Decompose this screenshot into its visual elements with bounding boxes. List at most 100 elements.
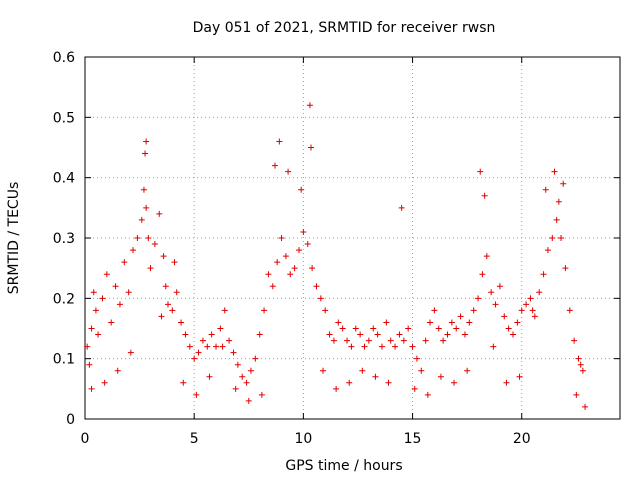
data-point <box>156 210 163 217</box>
data-point <box>92 307 99 314</box>
data-point <box>287 271 294 278</box>
data-point <box>243 379 250 386</box>
data-point <box>230 349 237 356</box>
data-point <box>483 253 490 260</box>
data-point <box>451 379 458 386</box>
data-point <box>160 253 167 260</box>
y-tick-label: 0.3 <box>53 231 75 247</box>
data-point <box>127 349 134 356</box>
data-point <box>195 349 202 356</box>
data-point <box>481 192 488 199</box>
data-point <box>431 307 438 314</box>
data-point <box>308 144 315 151</box>
data-point <box>560 180 567 187</box>
data-point <box>346 379 353 386</box>
data-point <box>457 313 464 320</box>
data-point <box>361 343 368 350</box>
data-point <box>488 289 495 296</box>
data-point <box>348 343 355 350</box>
data-point <box>101 379 108 386</box>
data-point <box>558 235 565 241</box>
data-point <box>313 283 320 290</box>
y-tick-label: 0.5 <box>53 110 75 126</box>
data-point <box>365 337 372 344</box>
data-point <box>239 373 246 380</box>
data-point <box>245 397 252 404</box>
data-point <box>448 319 455 326</box>
data-point <box>121 259 128 266</box>
data-point <box>357 331 364 338</box>
data-point <box>320 367 327 374</box>
y-axis-label: SRMTID / TECUs <box>6 182 22 295</box>
data-point <box>573 391 580 398</box>
data-point <box>86 361 93 368</box>
data-point <box>437 373 444 380</box>
data-point <box>396 331 403 338</box>
data-point <box>309 265 316 272</box>
y-tick-label: 0 <box>66 412 75 428</box>
data-point <box>208 331 215 338</box>
data-point <box>130 247 137 254</box>
data-point <box>352 325 359 332</box>
data-point <box>304 241 311 248</box>
data-point <box>276 138 283 145</box>
data-point <box>300 228 307 235</box>
data-point <box>496 283 503 290</box>
data-point <box>125 289 132 296</box>
data-point <box>400 337 407 344</box>
data-point <box>562 265 569 272</box>
data-point <box>140 186 147 193</box>
x-axis-label: GPS time / hours <box>285 458 402 474</box>
data-point <box>256 331 263 338</box>
data-point <box>138 216 145 223</box>
data-point <box>116 301 123 308</box>
data-point <box>383 319 390 326</box>
data-point <box>173 289 180 296</box>
data-point <box>424 391 431 398</box>
data-point <box>582 403 589 410</box>
data-point <box>193 391 200 398</box>
data-point <box>527 295 534 302</box>
y-tick-label: 0.6 <box>53 50 75 66</box>
data-point <box>103 271 110 278</box>
data-point <box>142 150 149 157</box>
data-point <box>191 355 198 362</box>
data-point <box>186 343 193 350</box>
data-point <box>258 391 265 398</box>
data-point <box>392 343 399 350</box>
data-point <box>418 367 425 374</box>
data-point <box>306 102 313 109</box>
data-point <box>90 289 97 296</box>
data-point <box>427 319 434 326</box>
data-point <box>339 325 346 332</box>
data-point <box>171 259 178 266</box>
data-point <box>271 162 278 169</box>
data-point <box>206 373 213 380</box>
data-points <box>84 102 589 410</box>
data-point <box>453 325 460 332</box>
axis-ticks <box>84 56 620 420</box>
data-point <box>232 385 239 392</box>
data-point <box>169 307 176 314</box>
data-point <box>143 204 150 211</box>
data-point <box>411 385 418 392</box>
data-point <box>326 331 333 338</box>
x-tick-label: 0 <box>81 431 90 447</box>
data-point <box>492 301 499 308</box>
data-point <box>536 289 543 296</box>
x-tick-label: 5 <box>190 431 199 447</box>
data-point <box>378 343 385 350</box>
data-point <box>285 168 292 175</box>
data-point <box>518 307 525 314</box>
data-point <box>413 355 420 362</box>
data-point <box>182 331 189 338</box>
data-point <box>112 283 119 290</box>
data-point <box>269 283 276 290</box>
data-point <box>282 253 289 260</box>
data-point <box>501 313 508 320</box>
x-tick-label: 10 <box>294 431 312 447</box>
data-point <box>464 367 471 374</box>
data-point <box>178 319 185 326</box>
data-point <box>317 295 324 302</box>
